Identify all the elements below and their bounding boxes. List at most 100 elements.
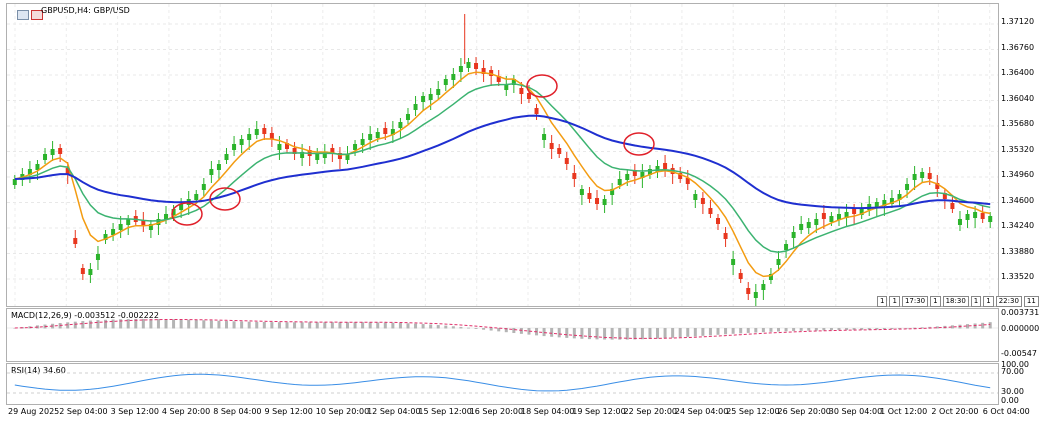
macd-histogram-bar (504, 328, 508, 333)
candle-body (156, 219, 161, 225)
macd-histogram-bar (262, 322, 266, 329)
macd-histogram-bar (739, 328, 743, 334)
candle-body (587, 193, 592, 199)
candle-body (950, 203, 955, 209)
macd-histogram-bar (361, 322, 365, 329)
rsi-pane[interactable]: RSI(14) 34.60 (6, 363, 999, 405)
macd-histogram-bar (890, 328, 894, 330)
macd-histogram-bar (784, 328, 788, 332)
macd-histogram-bar (489, 328, 493, 331)
candle-body (458, 66, 463, 72)
candle-body (534, 108, 539, 114)
macd-histogram-bar (875, 328, 879, 330)
candle-body (519, 88, 524, 94)
time-box: 1 (877, 296, 888, 307)
macd-histogram-bar (519, 328, 523, 334)
candle-body (232, 144, 237, 150)
macd-histogram-bar (444, 325, 448, 329)
rsi-axis-label: 0.00 (1001, 396, 1019, 405)
candle-body (360, 139, 365, 145)
candle-body (897, 194, 902, 200)
macd-histogram-bar (323, 322, 327, 329)
time-axis-label: 3 Sep 12:00 (110, 407, 159, 416)
candle-body (504, 84, 509, 90)
macd-histogram-bar (724, 328, 728, 335)
candle-body (405, 114, 410, 120)
macd-histogram-bar (686, 328, 690, 337)
time-axis-label: 9 Sep 12:00 (264, 407, 313, 416)
candle-body (315, 154, 320, 160)
candle-body (58, 148, 63, 154)
candle-body (194, 194, 199, 200)
time-axis-label: 8 Sep 04:00 (213, 407, 262, 416)
candle-body (103, 234, 108, 240)
macd-histogram-bar (73, 321, 77, 329)
macd-histogram-bar (111, 319, 115, 329)
macd-histogram-bar (663, 328, 667, 339)
candle-body (768, 274, 773, 280)
macd-histogram-bar (882, 328, 886, 330)
macd-label: MACD(12,26,9) -0.003512 -0.002222 (11, 311, 159, 320)
candle-body (322, 152, 327, 158)
macd-histogram-bar (656, 328, 660, 339)
macd-histogram-bar (913, 327, 917, 329)
macd-histogram-bar (716, 328, 720, 335)
price-chart-canvas (7, 4, 998, 306)
symbol-name: GBP/USD (93, 6, 130, 15)
macd-histogram-bar (754, 328, 758, 333)
time-axis-label: 15 Sep 12:00 (418, 407, 472, 416)
macd-histogram-bar (451, 326, 455, 329)
macd-histogram-bar (300, 322, 304, 329)
macd-histogram-bar (202, 320, 206, 329)
macd-histogram-bar (640, 328, 644, 340)
macd-histogram-bar (587, 328, 591, 340)
candle-body (640, 172, 645, 178)
time-axis-label: 18 Sep 04:00 (521, 407, 575, 416)
price-axis-label: 1.35320 (1001, 144, 1035, 154)
candle-body (655, 166, 660, 172)
macd-pane[interactable]: MACD(12,26,9) -0.003512 -0.002222 (6, 308, 999, 362)
macd-histogram-bar (807, 328, 811, 331)
macd-histogram-bar (66, 322, 70, 329)
price-chart-pane[interactable]: GBPUSD,H4: GBP/USD 1117:30118:301122:301… (6, 3, 1039, 307)
candle-body (345, 154, 350, 160)
macd-histogram-bar (383, 322, 387, 329)
candle-body (889, 198, 894, 204)
macd-histogram-bar (459, 326, 463, 329)
macd-histogram-bar (595, 328, 599, 340)
candle-body (663, 163, 668, 169)
candle-body (844, 212, 849, 218)
candle-body (95, 254, 100, 260)
time-axis-label: 24 Sep 04:00 (674, 407, 729, 416)
candle-body (111, 229, 116, 235)
candle-body (852, 208, 857, 214)
macd-histogram-bar (648, 328, 652, 339)
candle-body (216, 164, 221, 170)
candle-body (549, 143, 554, 149)
time-axis-label: 25 Sep 12:00 (726, 407, 780, 416)
macd-histogram-bar (126, 319, 130, 329)
macd-histogram-bar (81, 321, 85, 329)
macd-histogram-bar (88, 320, 92, 329)
macd-histogram-bar (822, 328, 826, 331)
candle-body (791, 232, 796, 238)
moving-average-line (14, 114, 991, 210)
candle-body (171, 209, 176, 215)
candle-body (973, 212, 978, 218)
price-axis-label: 1.36760 (1001, 42, 1035, 52)
macd-histogram-bar (13, 328, 17, 329)
annotation-circle (209, 187, 241, 211)
macd-histogram-bar (829, 328, 833, 331)
macd-histogram-bar (406, 323, 410, 329)
candle-body (927, 173, 932, 179)
macd-histogram-bar (293, 322, 297, 329)
candle-body (829, 216, 834, 222)
candle-body (776, 259, 781, 265)
macd-histogram-bar (867, 328, 871, 330)
rsi-label: RSI(14) 34.60 (11, 366, 66, 375)
candle-body (595, 198, 600, 204)
time-axis-label: 16 Sep 20:00 (469, 407, 524, 416)
time-axis-label: 4 Sep 20:00 (161, 407, 211, 416)
macd-histogram-bar (345, 322, 349, 329)
